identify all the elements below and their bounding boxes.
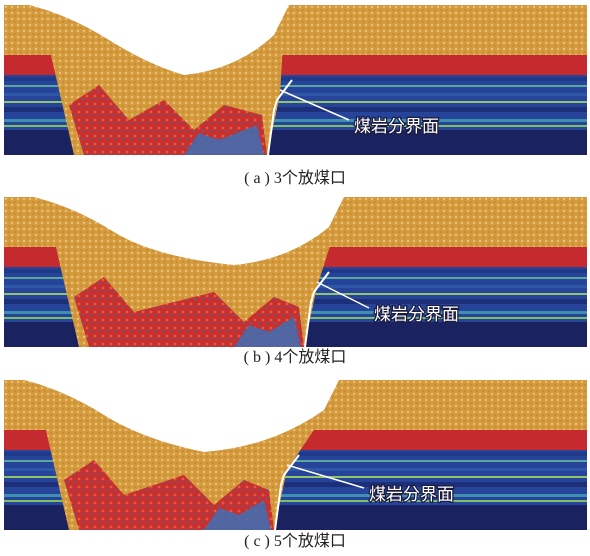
panel-caption: ( a ) 3个放煤口 [244,169,346,187]
simulation-panel [4,194,587,347]
simulation-panel [4,377,587,530]
boundary-label: 煤岩分界面 [369,485,454,505]
boundary-label: 煤岩分界面 [354,117,439,137]
top-margin [4,194,587,197]
top-margin [4,2,587,5]
simulation-panel [4,2,587,155]
panel-caption: ( c ) 5个放煤口 [244,532,346,550]
figure: 煤岩分界面( a ) 3个放煤口煤岩分界面( b ) 4个放煤口煤岩分界面( c… [0,0,590,556]
panel-caption: ( b ) 4个放煤口 [244,348,347,366]
top-margin [4,377,587,380]
boundary-label: 煤岩分界面 [374,305,459,325]
